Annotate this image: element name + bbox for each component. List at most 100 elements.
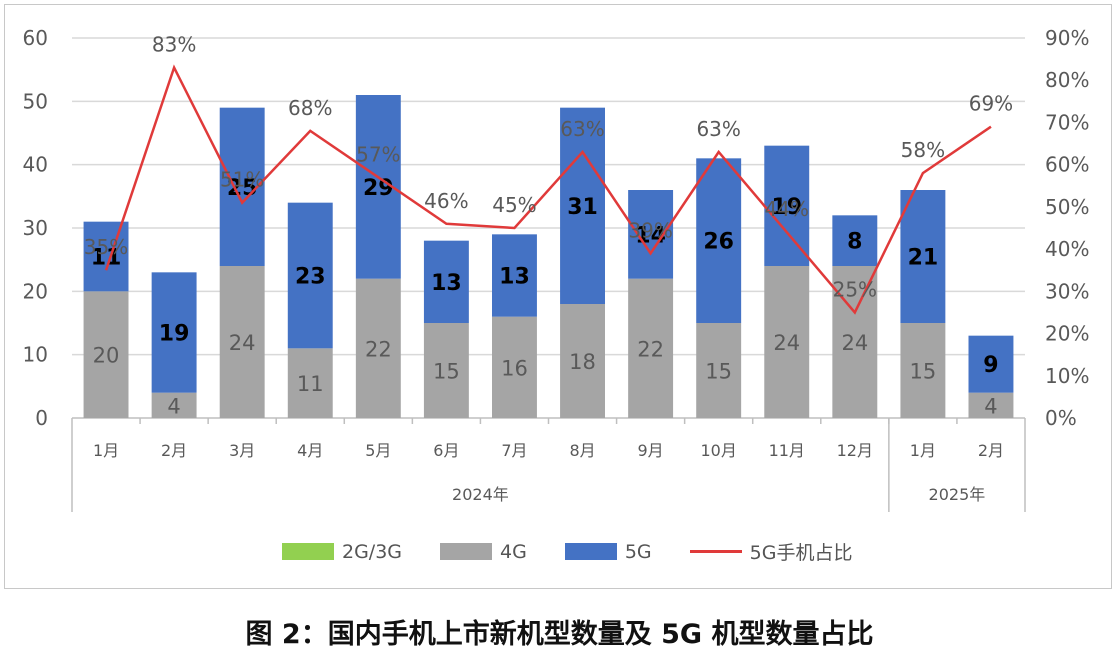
bar-5g [492,234,537,317]
bar-5g [764,145,810,266]
bar-4g [83,291,129,418]
data-label-4g: 18 [569,350,596,374]
chart-legend: 2G/3G 4G 5G 5G手机占比 [282,538,890,565]
x-tick-label: 1月 [93,441,119,460]
x-tick-label: 10月 [700,441,736,460]
x-tick-label: 12月 [837,441,873,460]
line-data-label: 57% [356,142,400,166]
line-data-label: 39% [628,218,672,242]
y-right-tick-label: 80% [1045,68,1089,92]
data-label-4g: 24 [229,331,256,355]
data-label-4g: 15 [705,360,732,384]
bar-5g [696,158,742,323]
legend-swatch-5g [564,543,617,560]
y-left-tick-label: 30 [23,216,48,240]
x-group-label: 2024年 [452,485,509,504]
legend-swatch-4g [440,543,493,560]
chart-canvas: 0 10 20 30 40 50 60 0% 10% 20% 30% 40% 50% 60% 70% 80% 9… [23,26,1089,512]
data-label-4g: 24 [841,331,868,355]
bar-5g [83,221,129,292]
figure-caption: 图 2：国内手机上市新机型数量及 5G 机型数量占比 [245,619,874,650]
y-right-tick-label: 50% [1045,195,1089,219]
line-data-label: 58% [901,138,945,162]
y-left-tick-label: 0 [35,406,48,430]
y-right-tick-label: 0% [1045,406,1077,430]
y-left-tick-label: 50 [23,89,48,113]
y-right-tick-label: 30% [1045,279,1089,303]
bar-4g [560,304,605,418]
line-data-label: 63% [560,117,604,141]
bar-4g [764,266,810,418]
y-right-tick-label: 70% [1045,110,1089,134]
y-right-tick-label: 60% [1045,153,1089,177]
y-left-tick-label: 60 [23,26,48,50]
x-group-label: 2025年 [929,485,986,504]
bar-4g [423,323,469,418]
legend-item-2g3g: 2G/3G [282,541,402,563]
data-label-5g: 21 [908,246,939,271]
x-tick-label: 11月 [769,441,805,460]
line-data-label: 44% [765,197,809,221]
bar-4g [628,278,674,418]
y-right-tick-label: 20% [1045,322,1089,346]
bar-5g [287,202,333,349]
bar-5g [628,190,674,279]
x-tick-label: 8月 [569,441,595,460]
legend-swatch-2g3g [282,543,334,560]
x-tick-label: 5月 [365,441,391,460]
legend-item-5g: 5G [564,540,652,563]
bar-5g [151,272,197,393]
data-label-4g: 22 [637,337,664,361]
bar-5g [900,190,946,323]
legend-label-2g3g: 2G/3G [342,540,403,563]
data-label-5g: 29 [363,176,394,201]
bar-4g [151,392,197,418]
bar-4g [287,348,333,418]
line-data-label: 63% [696,117,740,141]
data-label-5g: 19 [771,195,802,220]
data-label-5g: 26 [703,230,734,255]
data-label-4g: 11 [297,372,324,396]
data-label-5g: 14 [635,223,666,248]
line-data-label: 83% [152,33,196,57]
data-label-4g: 4 [984,394,997,418]
legend-item-5g-share: 5G手机占比 [689,538,852,565]
x-tick-label: 6月 [433,441,459,460]
legend-line-5g-share [689,550,742,553]
x-tick-label: 2月 [161,441,187,460]
legend-item-4g: 4G [440,541,527,563]
data-label-5g: 9 [983,353,998,378]
data-label-5g: 13 [431,271,462,296]
x-tick-label: 9月 [638,441,664,460]
bar-5g [423,240,469,323]
bar-5g [560,107,605,305]
bar-5g [968,335,1014,393]
y-right-tick-label: 90% [1045,26,1089,50]
line-data-label: 25% [833,277,877,301]
line-data-label: 45% [492,193,536,217]
line-data-label: 51% [220,168,264,192]
legend-label-5g: 5G [624,540,652,563]
y-left-tick-label: 40 [23,153,48,177]
line-data-label: 68% [288,96,332,120]
data-label-4g: 24 [773,331,800,355]
line-5g-share [104,64,992,315]
data-label-4g: 16 [501,356,528,380]
bar-4g [968,392,1014,418]
legend-label-4g: 4G [500,540,527,563]
data-label-5g: 13 [499,265,530,290]
data-label-4g: 4 [167,394,180,418]
data-label-5g: 8 [847,230,862,255]
x-tick-label: 7月 [501,441,527,460]
x-tick-label: 3月 [229,441,255,460]
x-tick-label: 2月 [978,441,1004,460]
line-data-label: 46% [424,189,468,213]
data-label-4g: 22 [365,337,392,361]
bar-4g [492,316,537,418]
bar-5g [832,215,878,266]
data-label-4g: 15 [433,360,460,384]
data-label-4g: 20 [93,344,120,368]
data-label-4g: 15 [910,360,937,384]
data-label-5g: 23 [295,265,326,290]
data-label-5g: 19 [159,322,190,347]
